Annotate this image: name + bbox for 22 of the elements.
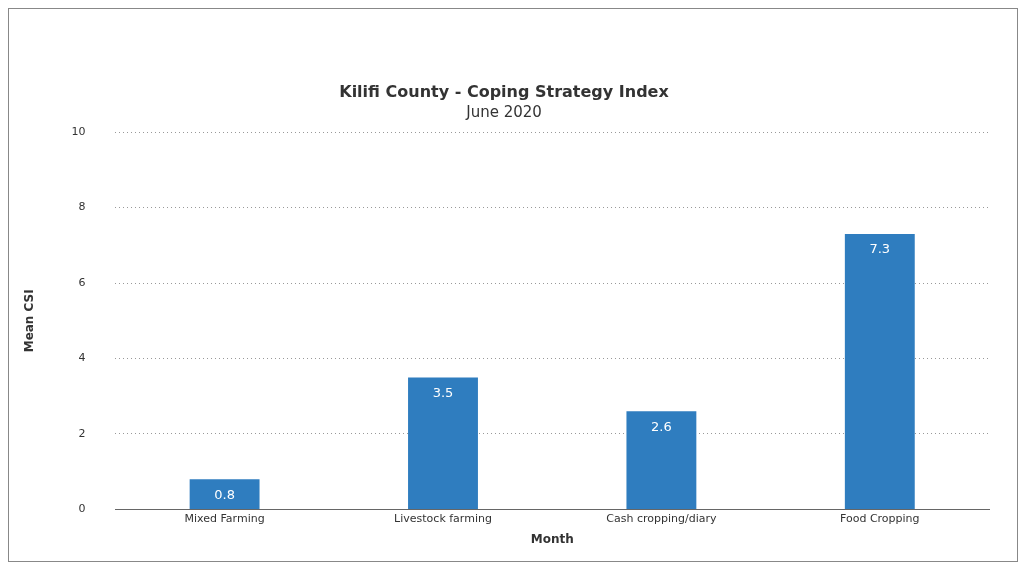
x-tick-label: Mixed Farming xyxy=(184,511,265,525)
y-axis-title: Mean CSI xyxy=(22,289,37,353)
y-tick-label: 0 xyxy=(78,502,86,516)
y-tick-label: 6 xyxy=(78,275,86,289)
x-axis-title: Month xyxy=(530,531,574,546)
y-tick-label: 4 xyxy=(78,351,86,365)
y-tick-label: 8 xyxy=(78,200,86,214)
data-label: 3.5 xyxy=(432,384,454,400)
bar xyxy=(626,411,697,509)
bar xyxy=(189,479,260,509)
y-tick-label: 10 xyxy=(71,125,86,139)
chart-title: Kilifi County - Coping Strategy Index xyxy=(339,81,670,101)
data-label: 0.8 xyxy=(214,486,235,502)
x-tick-label: Livestock farming xyxy=(394,511,492,525)
x-tick-label: Cash cropping/diary xyxy=(606,511,717,525)
y-tick-label: 2 xyxy=(78,426,86,440)
x-tick-label: Food Cropping xyxy=(840,511,920,525)
bar xyxy=(408,377,478,509)
data-label: 2.6 xyxy=(651,418,672,434)
data-label: 7.3 xyxy=(869,241,891,257)
bar xyxy=(844,234,915,509)
chart-subtitle: June 2020 xyxy=(465,103,542,122)
